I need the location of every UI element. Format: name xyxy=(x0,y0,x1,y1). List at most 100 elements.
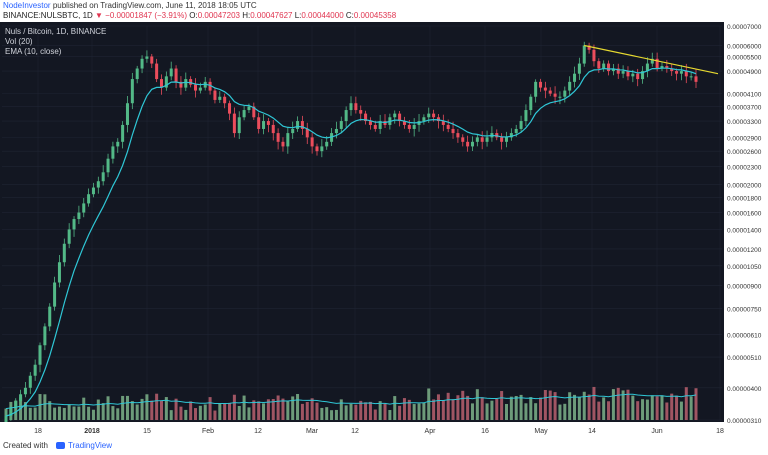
price-axis[interactable] xyxy=(724,22,768,437)
price-tick-label: 0.00002900 xyxy=(727,135,762,142)
candle-body xyxy=(553,93,557,97)
volume-bar xyxy=(573,394,577,420)
candle-body xyxy=(266,121,270,125)
volume-bar xyxy=(470,403,474,420)
volume-bar xyxy=(23,402,27,420)
volume-bar xyxy=(159,400,163,420)
author-link[interactable]: NodeInvestor xyxy=(3,1,51,10)
volume-bar xyxy=(184,409,188,420)
volume-bar xyxy=(689,396,693,420)
volume-bar xyxy=(28,407,32,420)
ohlc-high-value: 0.00047627 xyxy=(250,11,293,20)
volume-bar xyxy=(87,406,91,420)
volume-bar xyxy=(276,395,280,420)
published-text: published on TradingView.com, June 11, 2… xyxy=(52,1,257,10)
candle-body xyxy=(568,81,572,91)
trendline[interactable] xyxy=(584,44,719,75)
candle-body xyxy=(296,121,300,129)
volume-bar xyxy=(684,387,688,420)
candle-body xyxy=(4,415,8,423)
volume-bar xyxy=(349,403,353,420)
quote-line: BINANCE:NULSBTC, 1D ▼ −0.00001847 (−3.91… xyxy=(3,11,396,20)
volume-bar xyxy=(539,397,543,420)
candle-body xyxy=(198,87,202,91)
volume-bar xyxy=(393,396,397,420)
candle-body xyxy=(344,110,348,122)
price-tick-label: 0.00003300 xyxy=(727,119,762,126)
volume-bar xyxy=(213,410,217,420)
candle-body xyxy=(607,63,611,72)
volume-bar xyxy=(359,400,363,420)
price-chart[interactable]: 0.00007000 0.00006000 0.00005500 0.00004900… xyxy=(0,22,768,437)
volume-bar xyxy=(315,402,319,420)
candle-body xyxy=(237,117,241,134)
candle-body xyxy=(407,124,411,129)
volume-bar xyxy=(208,397,212,420)
candle-body xyxy=(364,113,368,122)
candle-body xyxy=(573,73,577,82)
volume-bar xyxy=(354,404,358,420)
volume-bar xyxy=(140,398,144,420)
candle-body xyxy=(38,345,42,365)
volume-bar xyxy=(67,404,71,420)
candle-body xyxy=(470,141,474,147)
volume-bar xyxy=(296,394,300,420)
candle-body xyxy=(325,141,329,147)
volume-bar xyxy=(417,403,421,420)
candle-body xyxy=(150,56,154,64)
candle-body xyxy=(276,133,280,142)
volume-bar xyxy=(262,403,266,420)
time-tick-label: May xyxy=(534,428,548,435)
volume-bar xyxy=(145,394,149,420)
candle-body xyxy=(339,121,343,129)
tradingview-logo-icon xyxy=(56,442,65,449)
candle-body xyxy=(500,137,504,142)
tradingview-link[interactable]: TradingView xyxy=(56,441,112,450)
volume-bar xyxy=(563,403,567,420)
time-tick-label: 16 xyxy=(481,428,489,435)
volume-bar xyxy=(91,409,95,420)
candle-body xyxy=(684,71,688,77)
price-tick-label: 0.00001200 xyxy=(727,247,762,254)
candle-body xyxy=(286,133,290,147)
candle-body xyxy=(9,408,13,416)
volume-bar xyxy=(38,394,42,420)
legend-vol: Vol (20) xyxy=(5,37,33,46)
candle-body xyxy=(232,113,236,134)
volume-bar xyxy=(451,399,455,420)
symbol-text: BINANCE:NULSBTC, 1D xyxy=(3,11,93,20)
candle-body xyxy=(509,133,513,138)
ohlc-low-label: L: xyxy=(294,11,302,20)
volume-bar xyxy=(432,399,436,420)
volume-bar xyxy=(266,399,270,420)
volume-bar xyxy=(53,407,57,420)
legend-ema: EMA (10, close) xyxy=(5,47,62,56)
candle-body xyxy=(96,181,100,188)
candle-body xyxy=(305,128,309,138)
volume-bar xyxy=(495,398,499,420)
time-axis[interactable] xyxy=(0,422,724,437)
candle-body xyxy=(641,71,645,80)
candle-body xyxy=(23,387,27,395)
candle-body xyxy=(558,96,562,98)
candle-body xyxy=(354,103,358,111)
volume-bar xyxy=(121,395,125,420)
volume-bar xyxy=(48,401,52,420)
volume-bar xyxy=(480,397,484,420)
time-tick-label: 12 xyxy=(351,428,359,435)
volume-bar xyxy=(611,389,615,420)
ohlc-low-value: 0.00044000 xyxy=(301,11,344,20)
volume-bar xyxy=(446,392,450,420)
volume-bar xyxy=(636,401,640,420)
volume-bar xyxy=(602,397,606,420)
volume-bar xyxy=(271,399,275,420)
candle-body xyxy=(446,124,450,129)
volume-bar xyxy=(378,401,382,420)
volume-bar xyxy=(189,401,193,420)
volume-bar xyxy=(300,403,304,420)
candle-body xyxy=(159,79,163,88)
volume-bar xyxy=(368,401,372,420)
candle-body xyxy=(456,133,460,138)
volume-bar xyxy=(164,397,168,420)
volume-bar xyxy=(456,395,460,420)
